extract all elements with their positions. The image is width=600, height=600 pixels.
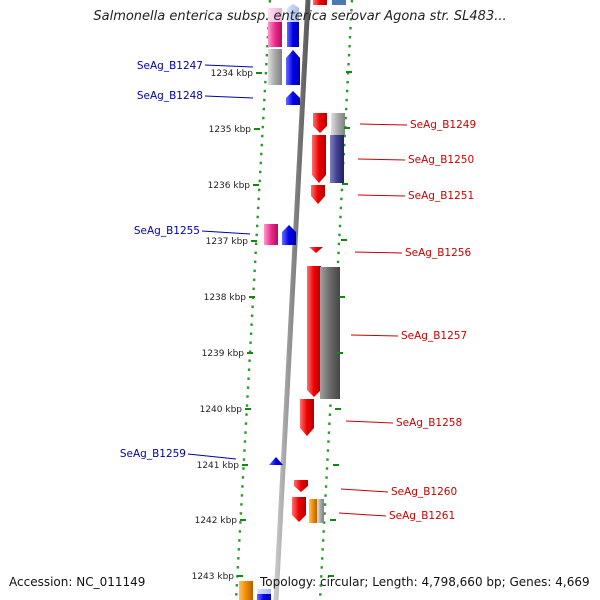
gene-partial-bottom-blue-dark [257,594,271,600]
topology-text: Topology: circular; Length: 4,798,660 bp… [260,575,590,589]
gene-pink-block [268,22,282,47]
gene-label-SeAg_B1255[interactable]: SeAg_B1255 [134,225,200,237]
gene-partial-top-steelblue [332,0,346,5]
gene-SeAg_B1260-arrow [294,480,308,492]
gene-SeAg_B1259-arrow [269,457,283,465]
leader-line [338,512,387,517]
gene-navy-block-b1250 [330,135,344,183]
tick-label: 1235 kbp [209,125,252,135]
accession-text: Accession: NC_011149 [9,575,146,589]
gene-SeAg_B1261-arrow [292,497,306,522]
leader-line [340,488,389,493]
gene-label-SeAg_B1251[interactable]: SeAg_B1251 [408,190,474,202]
tick-label: 1243 kbp [192,572,235,582]
gene-label-SeAg_B1258[interactable]: SeAg_B1258 [396,417,462,429]
gene-label-SeAg_B1257[interactable]: SeAg_B1257 [401,330,467,342]
gene-label-SeAg_B1256[interactable]: SeAg_B1256 [405,247,471,259]
gene-SeAg_B1249-arrow [313,113,327,133]
gene-SeAg_B1257-arrow [307,266,321,397]
leader-line [204,64,254,68]
gene-grey-block-b1261 [317,499,324,523]
leader-line [357,158,406,161]
tick-label: 1239 kbp [202,349,245,359]
tick-label: 1236 kbp [208,181,251,191]
gene-SeAg_B1256-arrow [309,247,323,253]
gene-SeAg_B1255-arrow [282,225,296,245]
gene-labels: SeAg_B1247 SeAg_B1248 SeAg_B1255 SeAg_B1259… [120,60,476,522]
tick-label: 1238 kbp [204,293,247,303]
gene-label-SeAg_B1250[interactable]: SeAg_B1250 [408,154,474,166]
gene-pink-block-b1255 [264,224,278,245]
tick-label: 1234 kbp [211,69,254,79]
gene-darkgrey-block-b1257 [320,267,340,399]
gene-SeAg_B1247-arrow [286,50,300,85]
leader-line [201,230,251,235]
gene-label-SeAg_B1248[interactable]: SeAg_B1248 [137,90,203,102]
leader-line [204,95,254,99]
tick-label: 1242 kbp [195,516,238,526]
gene-partial-top-red [313,0,327,5]
leader-line [357,194,406,197]
leader-line [359,123,408,126]
gene-SeAg_B1250-arrow [312,135,326,183]
tick-label: 1240 kbp [200,405,243,415]
genome-title: Salmonella enterica subsp. enterica sero… [93,9,507,24]
gene-label-SeAg_B1249[interactable]: SeAg_B1249 [410,119,476,131]
gene-label-SeAg_B1259[interactable]: SeAg_B1259 [120,448,186,460]
gene-blue-block-top [287,22,299,47]
gene-lightblue-arrow [287,4,299,22]
gene-grey-block-b1249 [331,113,345,135]
gene-label-SeAg_B1261[interactable]: SeAg_B1261 [389,510,455,522]
genome-backbone [273,0,311,600]
scale-ticks: 1234 kbp 1235 kbp 1236 kbp 1237 kbp 1238 kbp… [192,69,352,582]
gene-SeAg_B1251-arrow [311,185,325,204]
gene-orange-block-b1261 [309,499,317,523]
gene-SeAg_B1248-arrow [286,91,300,105]
gene-grey-block [268,49,282,85]
gene-partial-bottom-orange [239,581,253,600]
tick-label: 1241 kbp [197,461,240,471]
gene-label-SeAg_B1260[interactable]: SeAg_B1260 [391,486,457,498]
leader-line [345,420,394,424]
leader-line [350,334,399,337]
leader-line [354,251,403,254]
leader-line [187,453,237,460]
tick-label: 1237 kbp [206,237,249,247]
gene-SeAg_B1258-arrow [300,399,314,436]
gene-label-SeAg_B1247[interactable]: SeAg_B1247 [137,60,203,72]
